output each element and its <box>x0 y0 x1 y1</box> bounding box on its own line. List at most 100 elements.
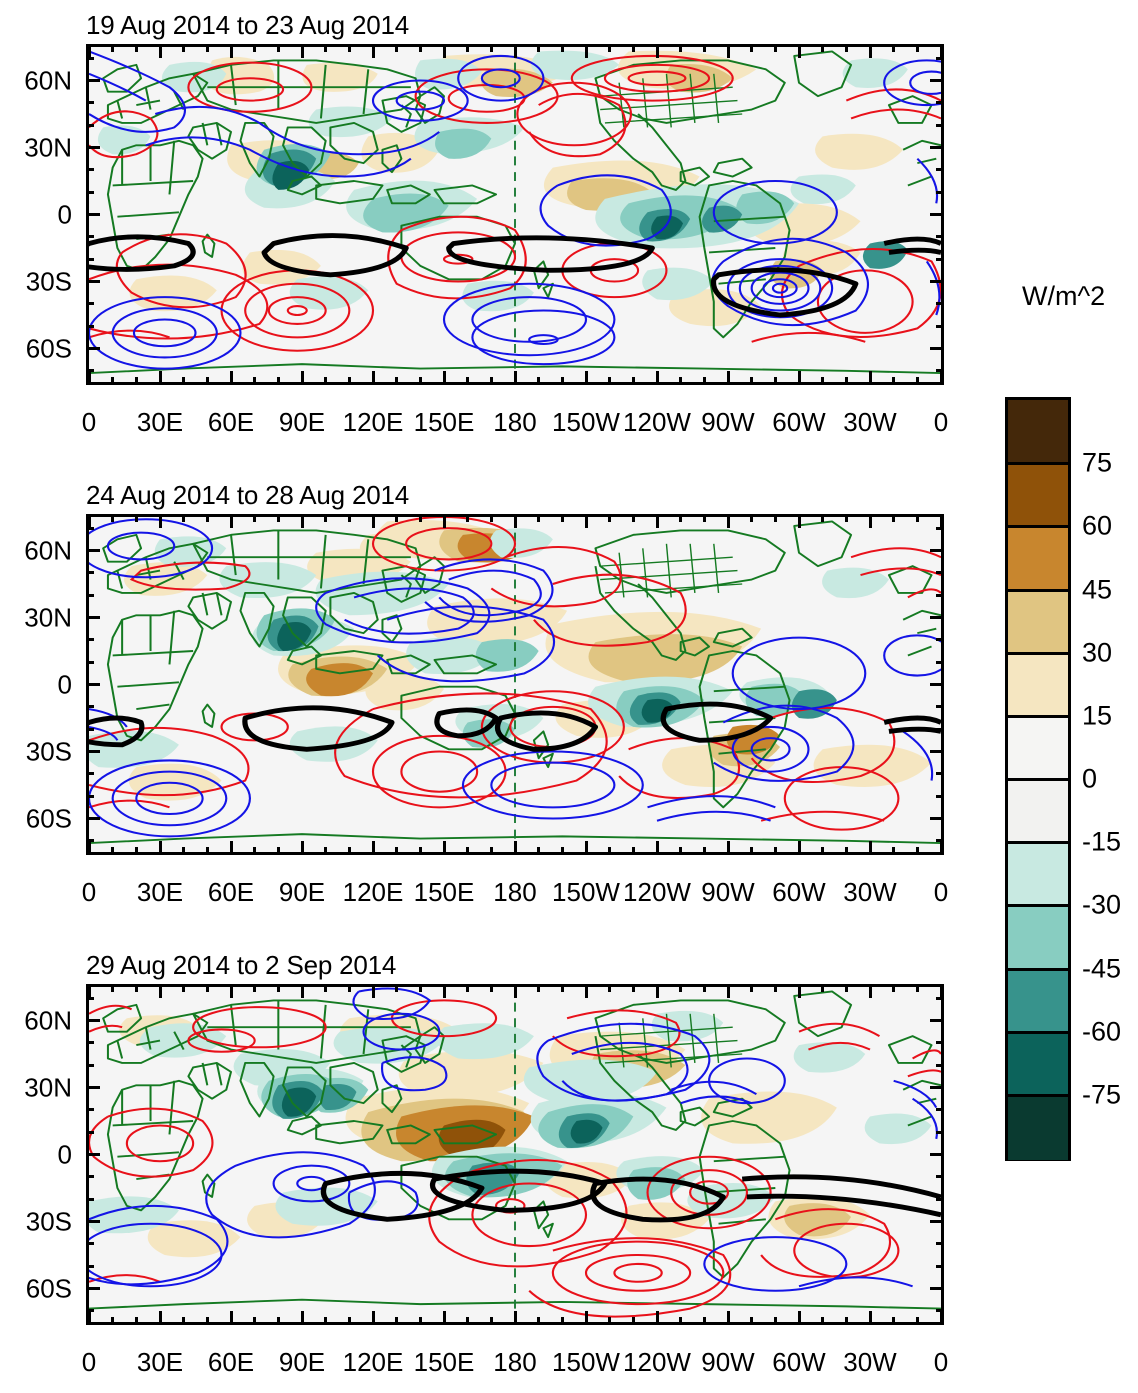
x-axis-label: 150W <box>552 407 620 437</box>
y-tick <box>930 750 944 753</box>
x-tick <box>253 514 257 522</box>
y-tick <box>936 794 944 798</box>
x-tick <box>773 44 777 52</box>
y-tick <box>936 235 944 239</box>
colorbar[interactable] <box>1005 397 1071 1161</box>
y-axis-label: 0 <box>57 199 72 229</box>
x-axis-label: 30E <box>136 877 184 907</box>
x-tick <box>513 984 517 998</box>
x-tick <box>442 44 446 58</box>
x-tick <box>134 1317 138 1325</box>
x-tick <box>418 44 422 52</box>
x-tick <box>726 514 730 528</box>
x-axis-label: 90W <box>701 1347 755 1377</box>
x-axis-label: 90E <box>278 407 326 437</box>
x-tick <box>750 44 754 52</box>
y-tick <box>936 571 944 575</box>
x-tick <box>253 377 257 385</box>
y-tick <box>930 146 944 149</box>
significance-contour-layer <box>89 233 941 318</box>
y-tick <box>86 549 100 552</box>
x-tick <box>205 847 209 855</box>
x-tick <box>158 841 162 855</box>
y-tick <box>86 1264 94 1268</box>
x-tick <box>87 371 91 385</box>
x-tick <box>87 44 91 58</box>
x-tick <box>87 841 91 855</box>
colorbar-band-divider <box>1008 588 1068 591</box>
x-axis-label: 180 <box>493 1347 537 1377</box>
panel-3-map[interactable] <box>86 984 944 1325</box>
panel-2-map[interactable] <box>86 514 944 855</box>
x-tick <box>111 44 115 52</box>
colorbar-band-divider <box>1008 1030 1068 1033</box>
x-axis-label: 30W <box>843 1347 897 1377</box>
y-tick <box>86 168 94 172</box>
x-tick <box>158 371 162 385</box>
y-tick <box>86 727 94 731</box>
colorbar-band-divider <box>1008 904 1068 907</box>
x-tick <box>915 847 919 855</box>
x-axis-label: 120E <box>342 1347 404 1377</box>
x-tick <box>324 847 328 855</box>
colorbar-band <box>1008 463 1068 529</box>
y-tick <box>936 1130 944 1134</box>
x-tick <box>537 984 541 992</box>
x-tick <box>229 841 233 855</box>
y-tick <box>930 1287 944 1290</box>
x-axis-label: 0 <box>81 407 97 437</box>
x-tick <box>726 371 730 385</box>
x-tick <box>347 377 351 385</box>
x-tick <box>158 1311 162 1325</box>
y-axis-label: 30N <box>24 132 72 162</box>
y-axis-label: 60S <box>25 1273 72 1303</box>
x-tick <box>608 514 612 522</box>
colorbar-tick-label: 60 <box>1082 510 1113 541</box>
x-tick <box>253 847 257 855</box>
y-tick <box>86 1220 100 1223</box>
y-tick <box>86 1287 100 1290</box>
y-tick <box>936 369 944 373</box>
blue-contour-layer <box>89 987 938 1292</box>
x-tick <box>631 44 635 52</box>
x-axis-label: 0 <box>933 1347 949 1377</box>
x-tick <box>892 847 896 855</box>
x-tick <box>939 371 943 385</box>
x-axis-label: 180 <box>493 407 537 437</box>
x-tick <box>750 514 754 522</box>
x-tick <box>868 44 872 58</box>
x-tick <box>466 847 470 855</box>
panel-1-map[interactable] <box>86 44 944 385</box>
x-tick <box>205 984 209 992</box>
x-axis-label: 120E <box>342 877 404 907</box>
y-tick <box>936 1309 944 1313</box>
x-tick <box>276 1317 280 1325</box>
y-tick <box>86 347 100 350</box>
y-tick <box>936 638 944 642</box>
y-tick <box>86 616 100 619</box>
x-tick <box>300 841 304 855</box>
x-tick <box>797 984 801 998</box>
colorbar-band-divider <box>1008 651 1068 654</box>
x-tick <box>821 1317 825 1325</box>
y-axis-label: 0 <box>57 669 72 699</box>
x-axis-label: 90W <box>701 877 755 907</box>
colorbar-tick-label: 0 <box>1082 763 1098 794</box>
x-tick <box>324 44 328 52</box>
x-tick <box>111 984 115 992</box>
significance-contour-layer <box>89 701 941 752</box>
colorbar-tick-label: 15 <box>1082 700 1113 731</box>
x-tick <box>584 1311 588 1325</box>
x-tick <box>726 984 730 998</box>
x-axis-label: 120E <box>342 407 404 437</box>
colorbar-band-divider <box>1008 967 1068 970</box>
y-tick <box>936 839 944 843</box>
x-tick <box>324 514 328 522</box>
y-tick <box>936 660 944 664</box>
x-tick <box>702 984 706 992</box>
x-tick <box>466 44 470 52</box>
y-tick <box>936 123 944 127</box>
x-tick <box>300 1311 304 1325</box>
shading-layer <box>89 1010 932 1258</box>
y-tick <box>936 1108 944 1112</box>
